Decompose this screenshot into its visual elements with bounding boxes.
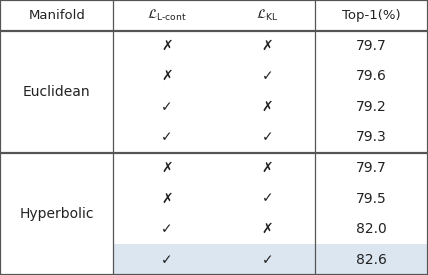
- Text: 79.7: 79.7: [356, 39, 386, 53]
- Text: Euclidean: Euclidean: [23, 85, 91, 99]
- Text: 79.6: 79.6: [356, 69, 387, 83]
- Text: $\mathcal{L}_{\mathrm{KL}}$: $\mathcal{L}_{\mathrm{KL}}$: [256, 8, 279, 23]
- Text: ✓: ✓: [262, 69, 273, 83]
- Text: 79.7: 79.7: [356, 161, 386, 175]
- Text: 79.5: 79.5: [356, 192, 386, 206]
- Text: 79.3: 79.3: [356, 130, 386, 144]
- Text: $\mathcal{L}_{\mathrm{L\text{-}cont}}$: $\mathcal{L}_{\mathrm{L\text{-}cont}}$: [147, 8, 187, 23]
- Text: Top-1(%): Top-1(%): [342, 9, 401, 22]
- Text: ✓: ✓: [161, 130, 173, 144]
- Text: 82.6: 82.6: [356, 253, 387, 267]
- Text: ✓: ✓: [262, 192, 273, 206]
- Text: ✗: ✗: [161, 69, 173, 83]
- Text: ✓: ✓: [262, 253, 273, 267]
- Text: ✓: ✓: [262, 130, 273, 144]
- Text: Hyperbolic: Hyperbolic: [19, 207, 94, 221]
- Text: ✗: ✗: [262, 100, 273, 114]
- Text: ✗: ✗: [262, 161, 273, 175]
- Text: ✗: ✗: [161, 39, 173, 53]
- Text: ✓: ✓: [161, 253, 173, 267]
- Text: ✗: ✗: [161, 161, 173, 175]
- Text: ✗: ✗: [262, 39, 273, 53]
- Text: ✗: ✗: [161, 192, 173, 206]
- Text: Manifold: Manifold: [28, 9, 85, 22]
- Text: 82.0: 82.0: [356, 222, 386, 236]
- Text: ✓: ✓: [161, 100, 173, 114]
- Text: ✗: ✗: [262, 222, 273, 236]
- Bar: [113, 244, 428, 275]
- Text: 79.2: 79.2: [356, 100, 386, 114]
- Text: ✓: ✓: [161, 222, 173, 236]
